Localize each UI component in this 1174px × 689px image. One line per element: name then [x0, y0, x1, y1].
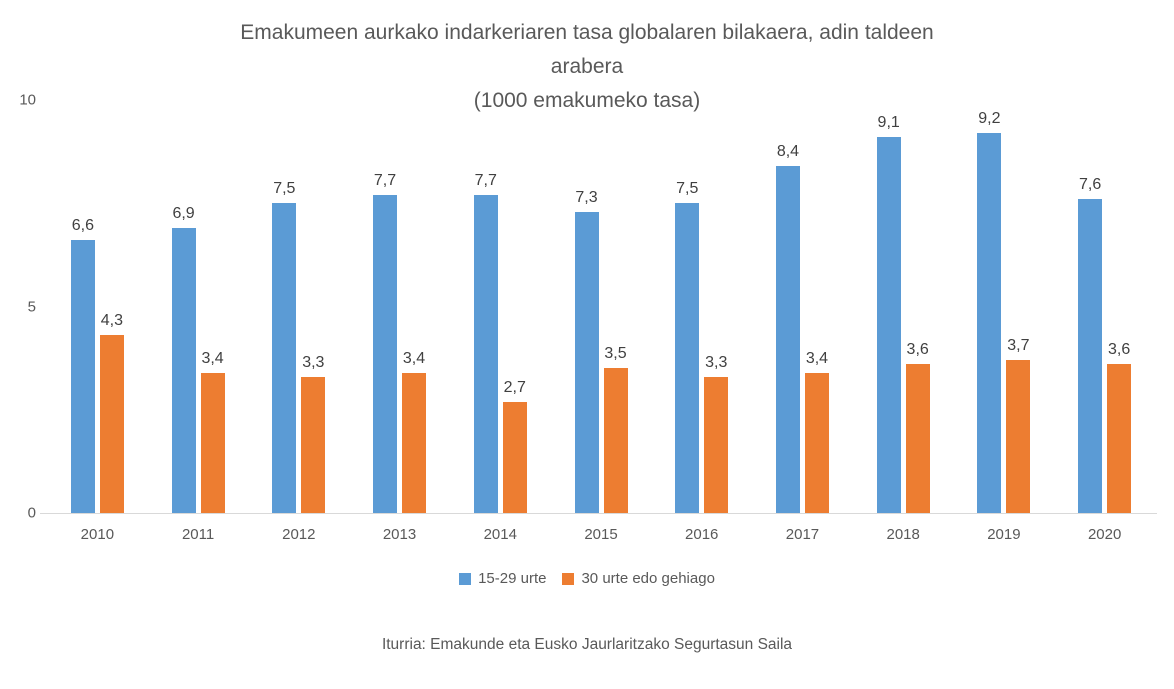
x-axis-label-2018: 2018: [886, 526, 920, 543]
bar-15-29-urte-2011: [171, 228, 196, 513]
bar-15-29-urte-2020: [1078, 199, 1103, 513]
bar-value-label: 7,5: [676, 180, 699, 198]
x-axis-label-2017: 2017: [785, 526, 820, 543]
x-axis-label-2012: 2012: [282, 526, 316, 543]
y-axis-label-0: 0: [27, 504, 36, 522]
bar-value-label: 6,6: [71, 217, 94, 235]
bar-value-label: 3,5: [604, 345, 627, 363]
bar-value-label: 9,2: [978, 110, 1001, 128]
bar-30-urte-edo-gehiago-2016: [704, 376, 729, 513]
x-axis-label-2011: 2011: [181, 526, 215, 543]
chart-title-line: arabera: [550, 55, 624, 78]
legend-item-15-29-urte: 15-29 urte: [459, 570, 546, 587]
x-axis: 2010 2011 2012 2013 2014 2015 2016 2017 2018 2019…: [40, 527, 1157, 549]
bar-value-label: 3,6: [906, 341, 929, 359]
bar-value-label: 3,3: [302, 353, 325, 371]
bar-30-urte-edo-gehiago-2019: [1006, 360, 1031, 513]
bar-value-label: 3,4: [402, 349, 426, 367]
bar-15-29-urte-2019: [977, 133, 1002, 513]
bar-value-label: 3,7: [1007, 337, 1030, 355]
bar-15-29-urte-2018: [876, 137, 901, 513]
bar-30-urte-edo-gehiago-2015: [603, 368, 628, 513]
legend-swatch-icon: [459, 572, 472, 585]
y-axis-label-5: 5: [27, 298, 36, 315]
bar-value-label: 7,7: [373, 172, 397, 189]
bar-30-urte-edo-gehiago-2013: [402, 372, 427, 513]
bar-30-urte-edo-gehiago-2011: [200, 372, 225, 513]
legend-label: 15-29 urte: [478, 570, 547, 587]
bar-30-urte-edo-gehiago-2020: [1107, 364, 1132, 513]
source-note: Iturria: Emakunde eta Eusko Jaurlaritzak…: [381, 636, 793, 653]
y-axis-label-10: 10: [19, 91, 36, 109]
bar-15-29-urte-2012: [272, 203, 297, 513]
chart-title-line: Emakumeen aurkako indarkeriaren tasa glo…: [240, 21, 934, 44]
x-axis-label-2014: 2014: [483, 526, 517, 543]
x-axis-label-2019: 2019: [987, 526, 1021, 543]
bar-value-label: 7,6: [1079, 176, 1102, 194]
x-axis-label-2013: 2013: [382, 526, 417, 543]
legend-item-30-urte-edo-gehiago: 30 urte edo gehiago: [562, 570, 715, 587]
bar-value-label: 2,7: [503, 378, 526, 396]
bar-30-urte-edo-gehiago-2010: [99, 335, 124, 513]
x-axis-label-2015: 2015: [584, 526, 618, 543]
bar-value-label: 3,3: [705, 353, 728, 371]
bar-value-label: 7,7: [474, 172, 497, 189]
bar-value-label: 7,5: [273, 180, 296, 198]
bar-value-label: 3,4: [201, 349, 224, 367]
bar-value-label: 6,9: [172, 205, 195, 223]
legend: 15-29 urte 30 urte edo gehiago: [0, 570, 1174, 587]
x-axis-label-2010: 2010: [80, 526, 115, 543]
bar-15-29-urte-2013: [373, 195, 398, 513]
bar-15-29-urte-2016: [675, 203, 700, 513]
plot-area: 6,6 4,3 6,9 3,4 7,5 3,3 7,7 3,4 7,7 2,7 7,3 3,5 7,5 3…: [40, 100, 1157, 514]
bar-30-urte-edo-gehiago-2018: [905, 364, 930, 513]
bar-15-29-urte-2014: [473, 195, 498, 513]
bar-value-label: 9,1: [877, 114, 900, 132]
bar-value-label: 3,4: [805, 349, 829, 367]
chart-title-line: (1000 emakumeko tasa): [473, 89, 701, 112]
bar-15-29-urte-2015: [574, 211, 599, 513]
bar-30-urte-edo-gehiago-2017: [804, 372, 829, 513]
x-axis-label-2020: 2020: [1087, 526, 1122, 543]
x-axis-label-2016: 2016: [685, 526, 719, 543]
bar-value-label: 4,3: [100, 312, 123, 330]
bar-30-urte-edo-gehiago-2014: [502, 401, 527, 513]
bar-value-label: 8,4: [776, 143, 800, 161]
bar-15-29-urte-2017: [775, 166, 800, 513]
legend-label: 30 urte edo gehiago: [581, 570, 715, 587]
y-axis: 0 5 10: [0, 93, 36, 521]
bar-30-urte-edo-gehiago-2012: [301, 376, 326, 513]
bar-value-label: 3,6: [1108, 341, 1131, 359]
legend-swatch-icon: [562, 572, 575, 585]
bar-value-label: 7,3: [575, 188, 598, 206]
chart-title: Emakumeen aurkako indarkeriaren tasa glo…: [0, 16, 1174, 118]
bar-15-29-urte-2010: [70, 240, 95, 513]
